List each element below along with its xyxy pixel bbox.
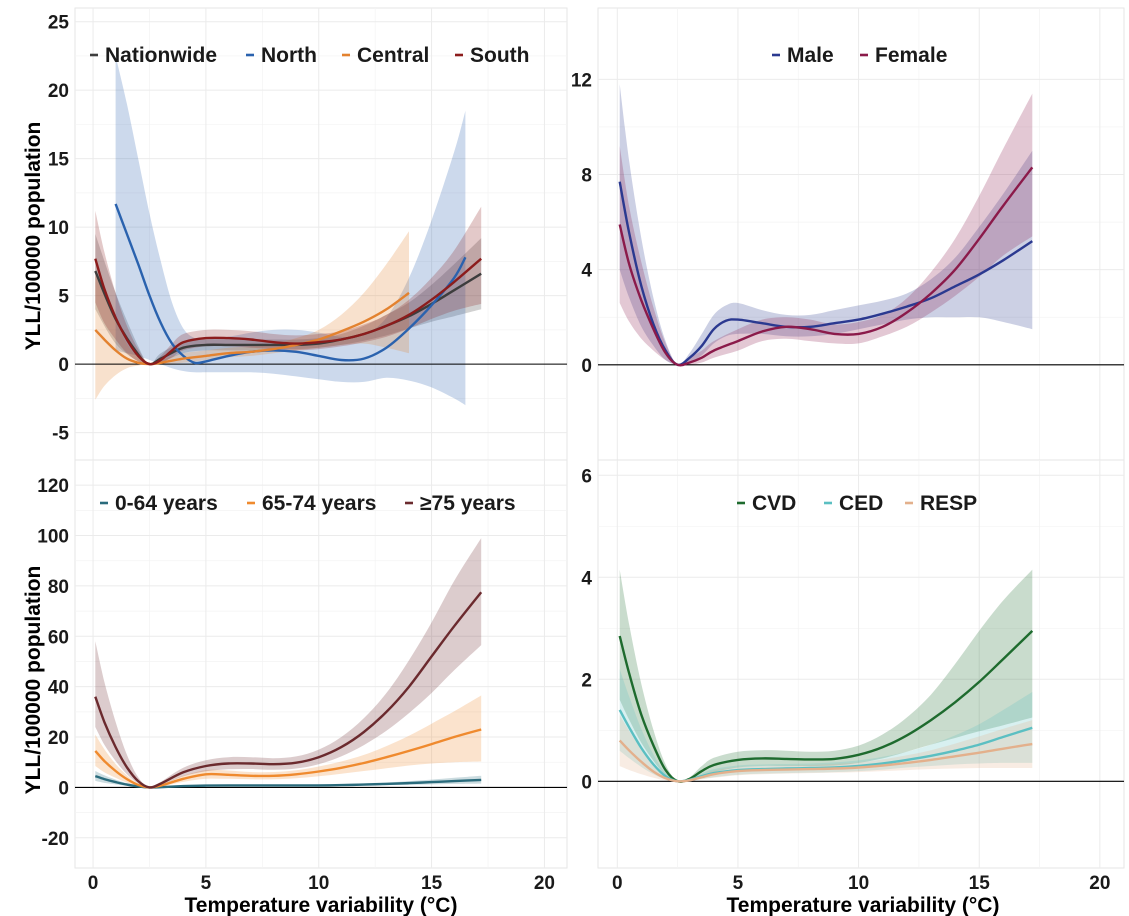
y-tick-label: 120 xyxy=(37,476,69,497)
y-tick-label: 100 xyxy=(37,527,69,548)
ci-band-1 xyxy=(95,695,482,788)
y-tick-label: 20 xyxy=(48,81,69,102)
plot-background xyxy=(74,459,568,869)
y-tick-label: 0 xyxy=(581,356,592,377)
ci-band-3 xyxy=(95,206,482,365)
series-line-2 xyxy=(618,739,1033,783)
legend-label-0: CVD xyxy=(752,492,796,515)
x-tick-label: 15 xyxy=(969,873,991,894)
series-line-0 xyxy=(94,774,482,789)
x-tick-label: 10 xyxy=(848,873,869,894)
legend-label-1: 65-74 years xyxy=(262,492,376,515)
plot-background xyxy=(597,459,1125,869)
series-line-1 xyxy=(94,728,482,789)
x-tick-label: 10 xyxy=(308,873,329,894)
y-tick-label: -5 xyxy=(52,424,69,445)
panel-top-left: -5051015202505101520NationwideNorthCentr… xyxy=(48,7,568,486)
ci-band-1 xyxy=(619,93,1033,366)
y-tick-label: 2 xyxy=(581,670,592,691)
y-tick-label: 8 xyxy=(581,166,592,187)
ci-band-0 xyxy=(95,234,482,365)
y-tick-label: 0 xyxy=(58,355,69,376)
panel-top-right: 0481205101520MaleFemale xyxy=(571,7,1125,486)
legend-label-1: Female xyxy=(875,44,947,67)
x-axis-title-left: Temperature variability (°C) xyxy=(185,894,458,916)
y-tick-label: -20 xyxy=(42,829,69,850)
x-tick-label: 20 xyxy=(1089,873,1110,894)
y-tick-label: 5 xyxy=(58,287,69,308)
x-tick-label: 0 xyxy=(612,873,623,894)
y-tick-label: 0 xyxy=(581,772,592,793)
y-axis-title-top: YLL/100000 population xyxy=(22,122,45,351)
series-line-0 xyxy=(618,181,1033,367)
legend-label-0: Nationwide xyxy=(105,44,217,67)
legend-label-1: North xyxy=(261,44,317,67)
legend-label-0: 0-64 years xyxy=(115,492,218,515)
y-tick-label: 0 xyxy=(58,778,69,799)
ci-band-0 xyxy=(619,569,1033,782)
x-tick-label: 5 xyxy=(733,873,744,894)
ci-band-2 xyxy=(95,231,410,400)
y-tick-label: 4 xyxy=(581,261,592,282)
y-axis-title-bottom: YLL/100000 population xyxy=(22,566,45,795)
y-tick-label: 6 xyxy=(581,466,592,487)
series-line-2 xyxy=(94,291,410,366)
legend-label-2: ≥75 years xyxy=(420,492,516,515)
x-tick-label: 15 xyxy=(421,873,443,894)
x-tick-label: 0 xyxy=(88,873,99,894)
y-tick-label: 4 xyxy=(581,568,592,589)
x-tick-label: 20 xyxy=(534,873,555,894)
ci-band-2 xyxy=(95,538,482,788)
legend-label-2: RESP xyxy=(920,492,977,515)
legend-label-2: Central xyxy=(357,44,429,67)
x-tick-label: 5 xyxy=(201,873,212,894)
plot-background xyxy=(597,7,1125,461)
legend-label-1: CED xyxy=(839,492,883,515)
y-tick-label: 40 xyxy=(48,678,69,699)
y-tick-label: 12 xyxy=(571,70,592,91)
ci-band-1 xyxy=(115,55,466,406)
y-tick-label: 10 xyxy=(48,218,69,239)
ci-band-1 xyxy=(619,669,1033,782)
series-line-1 xyxy=(618,166,1034,367)
panel-bottom-right: 0 2 4 6 0 5 10 15 20 CVD CED RESP xyxy=(581,459,1125,894)
legend-label-0: Male xyxy=(787,44,834,67)
x-axis-title-right: Temperature variability (°C) xyxy=(727,894,1000,916)
y-tick-label: 80 xyxy=(48,577,69,598)
y-tick-label: 20 xyxy=(48,728,69,749)
legend-label-3: South xyxy=(470,44,529,67)
series-line-2 xyxy=(94,591,483,789)
y-tick-label: 15 xyxy=(48,150,70,171)
series-line-0 xyxy=(618,630,1034,783)
panel-bottom-left: -20 0 20 40 60 80 100 120 0 5 10 15 20 0-64 years 65-7… xyxy=(37,459,568,894)
y-tick-label: 25 xyxy=(48,13,70,34)
plot-background xyxy=(74,7,568,461)
y-tick-label: 60 xyxy=(48,627,69,648)
series-line-3 xyxy=(94,257,482,366)
ci-band-2 xyxy=(619,715,1033,782)
